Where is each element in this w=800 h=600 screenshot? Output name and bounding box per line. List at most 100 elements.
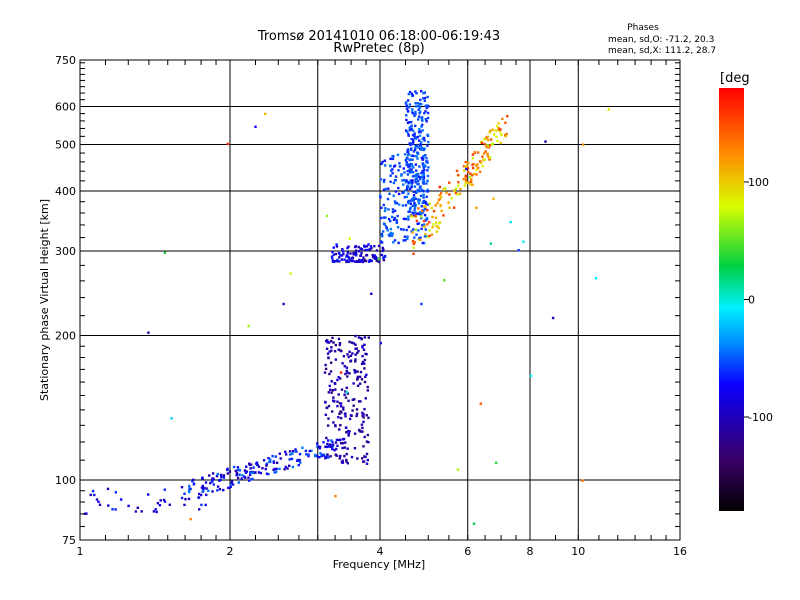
data-point — [346, 353, 349, 356]
data-point — [488, 156, 492, 159]
data-point — [414, 178, 417, 181]
data-point — [341, 461, 344, 464]
data-point — [387, 187, 390, 190]
data-point — [380, 232, 384, 236]
data-point — [337, 416, 340, 419]
data-point — [348, 372, 351, 375]
data-point — [438, 185, 441, 189]
data-point — [342, 250, 345, 253]
data-point — [189, 517, 192, 521]
data-point — [407, 181, 411, 185]
data-point — [248, 473, 252, 477]
data-point — [364, 352, 367, 356]
data-point — [483, 137, 486, 141]
colorbar-ticks: 100 0 -100 — [744, 176, 773, 424]
data-point — [334, 358, 337, 361]
data-point — [275, 470, 278, 473]
data-point — [393, 209, 397, 212]
data-point — [291, 450, 295, 453]
data-point — [414, 228, 418, 231]
data-point — [365, 452, 369, 456]
data-point — [408, 170, 412, 173]
data-point — [364, 248, 367, 252]
data-point — [464, 174, 467, 177]
data-point — [476, 151, 480, 154]
data-point — [211, 472, 215, 475]
data-point — [347, 434, 350, 437]
data-point — [413, 185, 417, 188]
data-point — [351, 259, 355, 263]
data-point — [284, 450, 287, 454]
data-point — [493, 133, 496, 136]
data-point — [497, 122, 500, 125]
data-point — [254, 471, 257, 474]
data-point — [475, 168, 478, 172]
data-point — [423, 96, 427, 100]
data-point — [454, 192, 458, 195]
data-point — [204, 481, 208, 484]
data-point — [406, 153, 410, 157]
data-point — [346, 462, 349, 465]
data-point — [419, 143, 422, 146]
data-point — [406, 99, 410, 102]
data-point — [305, 453, 308, 456]
data-point — [424, 154, 427, 157]
data-point — [413, 236, 416, 239]
data-point — [402, 239, 405, 242]
data-point — [289, 272, 292, 275]
data-point — [417, 118, 420, 121]
data-point — [184, 498, 187, 501]
data-point — [368, 259, 371, 262]
data-point — [407, 225, 411, 229]
data-point — [267, 457, 270, 460]
data-point — [414, 148, 417, 151]
data-point — [438, 222, 441, 225]
data-point — [496, 139, 499, 143]
data-point — [412, 252, 415, 255]
data-point — [367, 441, 370, 444]
data-point — [470, 174, 474, 177]
data-point — [362, 413, 365, 416]
colorbar-tick-label: 0 — [748, 294, 755, 307]
data-point — [410, 184, 413, 187]
data-point — [338, 256, 341, 259]
data-point — [403, 171, 406, 174]
data-point — [356, 457, 359, 460]
data-point — [422, 164, 425, 168]
data-point — [341, 248, 344, 251]
data-point — [406, 130, 409, 134]
data-point — [255, 461, 259, 464]
data-point — [338, 343, 341, 347]
data-point — [207, 489, 210, 492]
data-point — [180, 486, 184, 489]
data-point — [430, 206, 433, 210]
data-point — [357, 250, 361, 253]
data-point — [406, 173, 410, 176]
data-point — [365, 245, 369, 248]
data-point — [422, 148, 425, 152]
data-point — [416, 188, 419, 192]
data-point — [339, 349, 342, 352]
data-point — [347, 260, 350, 263]
data-point — [415, 144, 418, 147]
data-point — [409, 180, 412, 183]
data-point — [413, 132, 416, 135]
data-point — [462, 165, 466, 168]
data-point — [410, 110, 414, 114]
data-point — [357, 349, 360, 353]
data-point — [344, 396, 348, 399]
data-point — [418, 106, 422, 109]
data-point — [344, 415, 347, 418]
data-point — [414, 124, 417, 128]
legend-o-mode-stats: mean, sd,O: -71.2, 20.3 — [608, 35, 714, 45]
data-point — [235, 471, 239, 475]
data-point — [471, 183, 474, 186]
data-point — [358, 382, 362, 385]
data-point — [423, 147, 426, 150]
data-point — [383, 159, 386, 162]
data-point — [341, 459, 344, 462]
data-point — [365, 462, 369, 465]
data-point — [414, 102, 417, 105]
data-point — [180, 496, 184, 500]
data-point — [272, 460, 275, 463]
